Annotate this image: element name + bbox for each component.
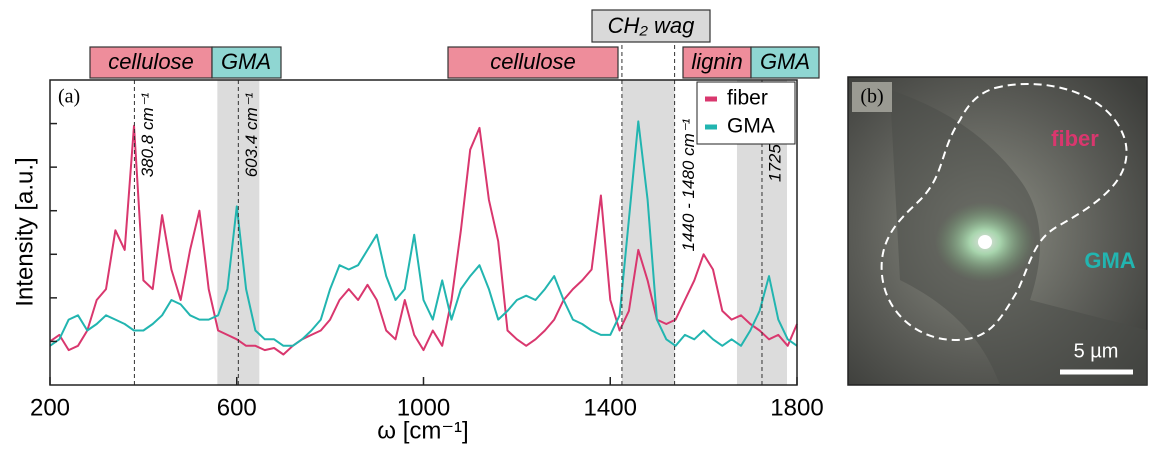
series-line xyxy=(49,124,798,356)
panel-label: (a) xyxy=(58,86,80,108)
region-box xyxy=(591,9,711,43)
region-boxes xyxy=(89,9,820,79)
shaded-region xyxy=(621,80,675,385)
region-label: cellulose xyxy=(490,49,576,74)
legend-label: GMA xyxy=(727,115,775,138)
x-tick-label: 600 xyxy=(217,394,257,421)
region-box xyxy=(89,46,213,79)
legend-box xyxy=(696,81,796,145)
x-tick-label: 1000 xyxy=(397,394,450,421)
region-box xyxy=(750,46,820,79)
region-box xyxy=(447,46,619,79)
marker-label: 603.4 cm⁻¹ xyxy=(242,92,261,177)
y-axis-label: Intensity [a.u.] xyxy=(11,157,38,306)
scale-label: 5 µm xyxy=(1074,340,1119,362)
series-line xyxy=(49,120,798,347)
region-label: cellulose xyxy=(108,49,194,74)
region-label: CH₂ wag xyxy=(608,13,695,38)
region-label: lignin xyxy=(691,49,742,74)
band-label: 1440 - 1480 cm⁻¹ xyxy=(679,118,698,251)
image-panel: (b) fiber GMA 5 µm xyxy=(847,76,1148,386)
region-box xyxy=(211,46,282,79)
panel-label: (b) xyxy=(860,86,883,108)
x-axis-label: ω [cm⁻¹] xyxy=(377,417,468,444)
fiber-outline xyxy=(880,82,1128,342)
gma-label: GMA xyxy=(1084,248,1135,273)
laser-spot xyxy=(978,235,992,249)
region-label: GMA xyxy=(221,49,271,74)
x-tick-label: 200 xyxy=(30,394,70,421)
fiber-label: fiber xyxy=(1051,126,1099,151)
panel-label-box xyxy=(852,82,892,112)
region-label: GMA xyxy=(760,49,810,74)
marker-label: 380.8 cm⁻¹ xyxy=(138,92,157,177)
x-tick-label: 1800 xyxy=(770,394,823,421)
x-tick-label: 1400 xyxy=(584,394,637,421)
legend-label: fiber xyxy=(727,87,768,110)
